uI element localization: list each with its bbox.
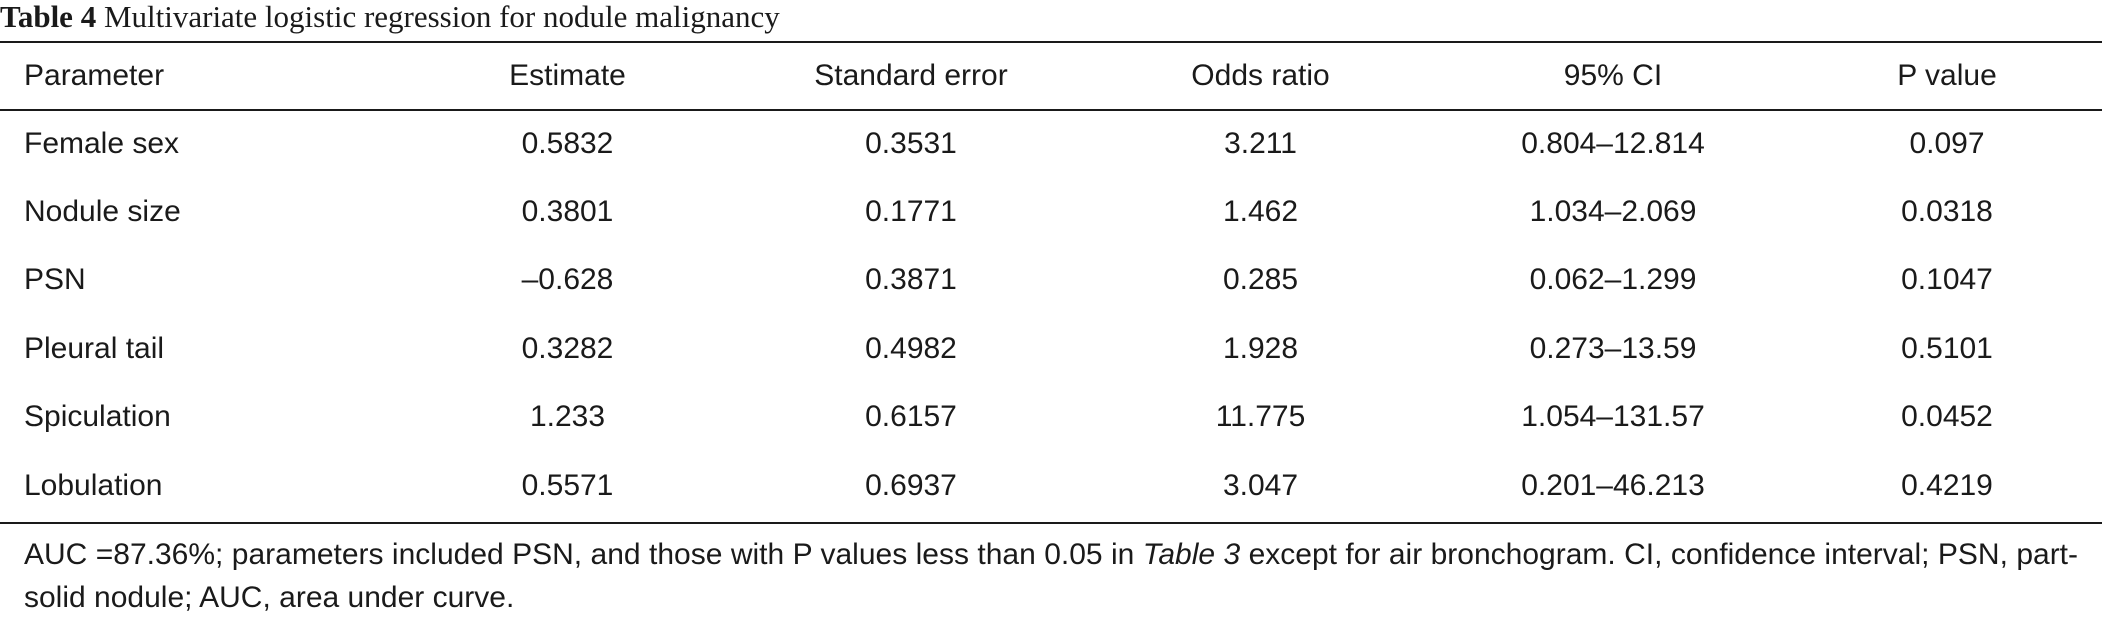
cell-odds-ratio: 0.285 [1222, 263, 1299, 297]
cell-standard-error: 0.6157 [865, 400, 957, 434]
cell-p-value: 0.0452 [1901, 400, 1993, 434]
footnote-table-reference: Table 3 [1142, 538, 1241, 571]
table-label: Table 4 [0, 0, 97, 34]
column-header-parameter: Parameter [24, 59, 165, 92]
cell-standard-error: 0.3871 [865, 263, 957, 297]
column-header-p-value: P value [1897, 59, 1997, 92]
column-header-95-ci: 95% CI [1563, 59, 1663, 92]
table-row: Spiculation 1.233 0.6157 11.775 1.054–13… [0, 383, 2102, 452]
table-row: Pleural tail 0.3282 0.4982 1.928 0.273–1… [0, 315, 2102, 384]
cell-parameter: Female sex [24, 127, 180, 161]
column-header-standard-error: Standard error [814, 59, 1008, 92]
cell-p-value: 0.5101 [1901, 331, 1993, 365]
table-header-row: Parameter Estimate Standard error Odds r… [0, 43, 2102, 109]
cell-standard-error: 0.4982 [865, 331, 957, 365]
cell-95-ci: 1.034–2.069 [1529, 194, 1697, 228]
cell-parameter: Nodule size [24, 194, 181, 228]
cell-estimate: 1.233 [529, 400, 606, 434]
cell-parameter: Spiculation [24, 400, 171, 434]
cell-estimate: –0.628 [521, 263, 614, 297]
cell-p-value: 0.0318 [1901, 194, 1993, 228]
cell-95-ci: 0.062–1.299 [1529, 263, 1697, 297]
table-row: Lobulation 0.5571 0.6937 3.047 0.201–46.… [0, 452, 2102, 521]
cell-odds-ratio: 3.211 [1224, 127, 1297, 161]
cell-standard-error: 0.6937 [865, 468, 957, 502]
cell-parameter: Lobulation [24, 468, 163, 502]
cell-p-value: 0.1047 [1901, 263, 1993, 297]
cell-standard-error: 0.3531 [865, 127, 957, 161]
column-header-estimate: Estimate [509, 59, 626, 92]
cell-95-ci: 1.054–131.57 [1521, 400, 1705, 434]
cell-95-ci: 0.201–46.213 [1521, 468, 1705, 502]
cell-odds-ratio: 1.928 [1222, 331, 1299, 365]
cell-parameter: PSN [24, 263, 86, 297]
cell-95-ci: 0.273–13.59 [1529, 331, 1697, 365]
cell-estimate: 0.5832 [521, 127, 614, 161]
regression-table: Parameter Estimate Standard error Odds r… [0, 43, 2102, 520]
table-title: Multivariate logistic regression for nod… [103, 0, 780, 34]
table-footnote: AUC =87.36%; parameters included PSN, an… [24, 533, 2078, 619]
column-header-odds-ratio: Odds ratio [1191, 59, 1330, 92]
cell-p-value: 0.4219 [1901, 468, 1993, 502]
header-rule [0, 109, 2102, 111]
cell-odds-ratio: 1.462 [1222, 194, 1299, 228]
table-caption: Table 4 Multivariate logistic regression… [0, 0, 780, 38]
footnote-text-start: AUC =87.36%; parameters included PSN, an… [24, 538, 1143, 571]
table-row: Nodule size 0.3801 0.1771 1.462 1.034–2.… [0, 178, 2102, 247]
cell-parameter: Pleural tail [24, 331, 165, 365]
footnote-text-end: except for air bronchogram. CI, confiden… [24, 538, 2079, 614]
bottom-rule [0, 522, 2102, 524]
cell-estimate: 0.3282 [521, 331, 614, 365]
cell-standard-error: 0.1771 [865, 194, 957, 228]
cell-estimate: 0.3801 [521, 194, 614, 228]
table-row: Female sex 0.5832 0.3531 3.211 0.804–12.… [0, 109, 2102, 178]
cell-odds-ratio: 3.047 [1222, 468, 1299, 502]
top-rule [0, 41, 2102, 43]
cell-estimate: 0.5571 [521, 468, 614, 502]
cell-odds-ratio: 11.775 [1215, 400, 1306, 434]
cell-95-ci: 0.804–12.814 [1521, 127, 1705, 161]
cell-p-value: 0.097 [1909, 127, 1985, 161]
table-row: PSN –0.628 0.3871 0.285 0.062–1.299 0.10… [0, 246, 2102, 315]
